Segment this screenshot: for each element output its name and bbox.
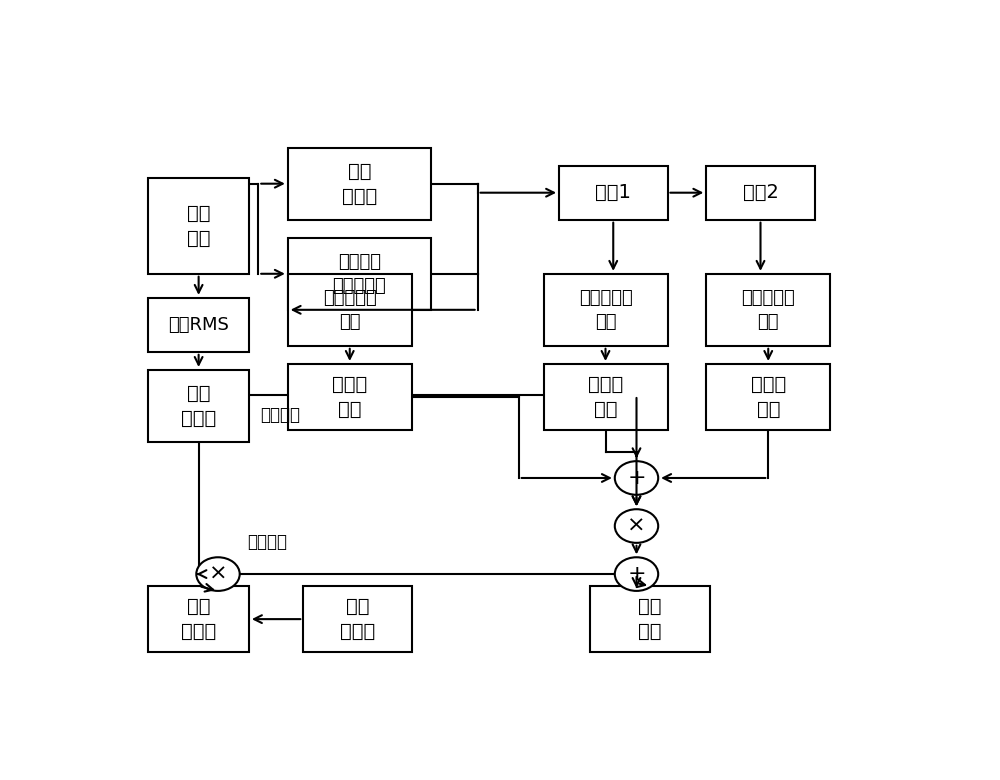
Text: 多普勒
扩展: 多普勒 扩展 xyxy=(332,375,367,419)
Bar xyxy=(544,363,668,430)
Bar xyxy=(544,274,668,346)
Bar xyxy=(288,238,431,310)
Bar xyxy=(288,274,412,346)
Text: 高斯
白噪声: 高斯 白噪声 xyxy=(340,597,375,641)
Text: +: + xyxy=(627,468,646,488)
Bar xyxy=(148,586,249,652)
Text: 多普勒
扩展: 多普勒 扩展 xyxy=(588,375,623,419)
Text: 希尔伯特
带通滤波器: 希尔伯特 带通滤波器 xyxy=(333,253,386,295)
Text: ×: × xyxy=(209,564,227,584)
Text: 噪声增益: 噪声增益 xyxy=(247,534,287,551)
Text: ×: × xyxy=(627,516,646,536)
Circle shape xyxy=(615,557,658,591)
Text: 延迍2: 延迍2 xyxy=(743,183,778,202)
Circle shape xyxy=(196,557,240,591)
Bar xyxy=(148,178,249,274)
Text: 信号增益: 信号增益 xyxy=(261,406,301,424)
Text: 时变多普勒
频移: 时变多普勒 频移 xyxy=(579,289,632,331)
Bar xyxy=(706,165,815,220)
Bar xyxy=(148,298,249,352)
Text: 多普勒
扩展: 多普勒 扩展 xyxy=(751,375,786,419)
Bar xyxy=(706,363,830,430)
Bar xyxy=(288,147,431,220)
Text: 设置
信噪比: 设置 信噪比 xyxy=(181,384,216,428)
Text: 输入
信号: 输入 信号 xyxy=(187,204,210,248)
Text: 计算RMS: 计算RMS xyxy=(168,316,229,334)
Text: 延迍1: 延迍1 xyxy=(595,183,631,202)
Bar xyxy=(148,370,249,442)
Text: 时变多普勒
频移: 时变多普勒 频移 xyxy=(741,289,795,331)
Text: 带通
滤波器: 带通 滤波器 xyxy=(181,597,216,641)
Bar xyxy=(303,586,412,652)
Text: +: + xyxy=(627,564,646,584)
Bar xyxy=(706,274,830,346)
Bar xyxy=(559,165,668,220)
Circle shape xyxy=(615,509,658,543)
Text: 带通
滤波器: 带通 滤波器 xyxy=(342,161,377,206)
Circle shape xyxy=(615,461,658,495)
Text: 时变多普勒
频移: 时变多普勒 频移 xyxy=(323,289,377,331)
Bar xyxy=(288,363,412,430)
Bar xyxy=(590,586,710,652)
Text: 输出
信号: 输出 信号 xyxy=(638,597,662,641)
